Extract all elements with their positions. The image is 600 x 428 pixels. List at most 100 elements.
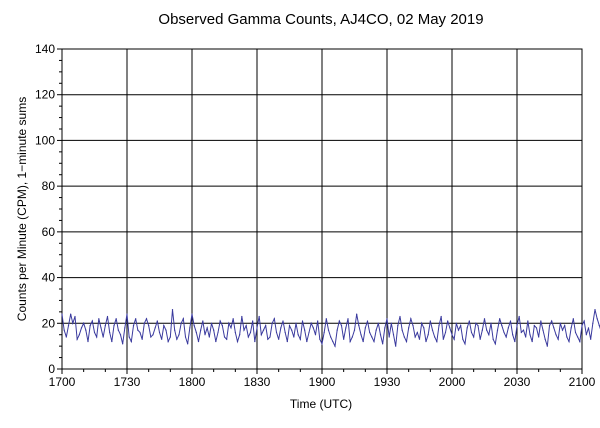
data-point (161, 338, 163, 340)
data-point (455, 322, 457, 324)
data-point (200, 329, 202, 331)
data-point (278, 338, 280, 340)
data-point (113, 324, 115, 327)
data-point (386, 318, 388, 320)
data-point (496, 329, 499, 331)
data-point (551, 320, 553, 322)
data-point (410, 318, 412, 320)
data-point (202, 320, 204, 322)
data-point (310, 322, 312, 324)
series-line (61, 309, 600, 348)
data-point (139, 331, 141, 334)
data-point (358, 324, 360, 327)
data-point (132, 324, 135, 327)
data-point (453, 338, 455, 340)
data-point (353, 329, 356, 331)
data-point (156, 320, 158, 322)
data-point (548, 324, 551, 327)
data-point (228, 322, 230, 324)
data-point (572, 318, 574, 320)
data-point (98, 318, 100, 320)
data-point (223, 336, 226, 338)
data-point (488, 334, 490, 336)
data-point (349, 340, 351, 343)
data-point (204, 334, 206, 336)
data-point (362, 340, 364, 343)
y-tick-label: 120 (35, 88, 55, 102)
data-point (457, 329, 460, 331)
data-point (440, 315, 442, 318)
data-point (477, 324, 479, 327)
data-point (221, 324, 223, 327)
data-point (412, 324, 414, 327)
data-point (522, 329, 525, 331)
x-tick-label: 2030 (504, 375, 531, 389)
data-point (226, 338, 228, 340)
data-point (169, 336, 171, 338)
data-point (583, 320, 585, 322)
data-point (460, 324, 462, 327)
data-point (371, 336, 373, 338)
data-point (345, 327, 347, 329)
data-point (379, 334, 382, 336)
data-point (325, 318, 327, 320)
x-tick-labels: 1700 1730 1800 1830 1900 1930 2000 2030 2100 (49, 375, 596, 389)
data-point (83, 322, 85, 324)
data-point (557, 338, 559, 340)
data-point (148, 324, 150, 327)
data-point (416, 331, 418, 334)
data-point (399, 315, 401, 318)
data-point (436, 340, 438, 343)
data-point (392, 334, 395, 336)
y-tick-label: 140 (35, 42, 55, 56)
data-point (527, 320, 529, 322)
data-point (137, 329, 139, 331)
data-point (163, 324, 165, 327)
data-point (579, 340, 581, 343)
data-point (174, 329, 176, 331)
data-point (269, 336, 271, 338)
data-point (525, 336, 527, 338)
data-point (141, 338, 143, 340)
data-point (425, 340, 427, 343)
data-point (462, 338, 464, 340)
data-point (102, 336, 104, 338)
data-point (360, 334, 362, 336)
data-point (280, 327, 282, 329)
data-point (466, 327, 468, 329)
data-point (594, 308, 596, 311)
data-point (126, 313, 128, 315)
data-point (321, 343, 323, 345)
data-point (421, 322, 423, 324)
data-point (273, 318, 275, 320)
data-point (553, 327, 555, 329)
data-point (293, 336, 295, 338)
data-point (340, 324, 343, 327)
data-point (130, 340, 132, 343)
x-axis-label: Time (UTC) (290, 397, 352, 411)
data-point (581, 324, 583, 327)
data-point (427, 334, 429, 336)
data-point (540, 320, 542, 322)
data-point (239, 334, 241, 336)
data-point (395, 345, 397, 347)
data-point (178, 334, 180, 336)
data-point (564, 324, 566, 327)
data-point (538, 336, 540, 338)
data-point (143, 322, 145, 324)
data-point (512, 334, 514, 336)
y-tick-label: 40 (42, 271, 56, 285)
data-point (167, 340, 169, 343)
data-point (373, 340, 375, 343)
data-point (145, 318, 148, 320)
data-point (176, 338, 178, 340)
data-point (154, 327, 156, 329)
data-point (171, 308, 174, 311)
data-point (184, 336, 187, 338)
data-point (577, 336, 579, 338)
data-point (213, 329, 215, 331)
data-point (568, 340, 570, 343)
data-point (501, 324, 503, 327)
data-point (262, 329, 265, 331)
